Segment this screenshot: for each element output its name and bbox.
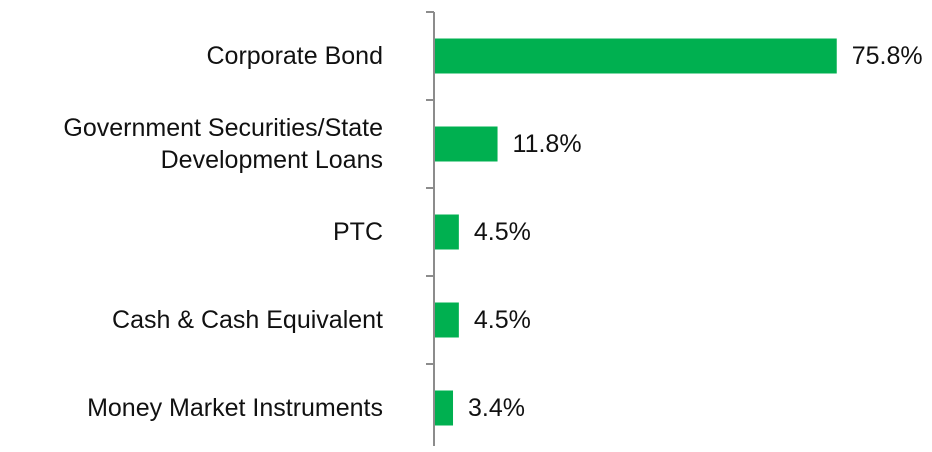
bar (435, 126, 498, 162)
category-label: Corporate Bond (206, 42, 383, 70)
bar (435, 390, 454, 426)
bar (435, 38, 837, 74)
category-label: Money Market Instruments (87, 394, 383, 422)
value-label: 4.5% (473, 218, 531, 246)
category-label: Cash & Cash Equivalent (112, 306, 383, 334)
category-label: PTC (333, 218, 383, 246)
value-label: 3.4% (468, 394, 525, 422)
value-label: 4.5% (473, 306, 531, 334)
bar (435, 302, 459, 338)
value-label: 11.8% (512, 130, 582, 158)
value-label: 75.8% (851, 42, 923, 70)
bar (435, 214, 459, 250)
category-label: Government Securities/State Development … (63, 114, 383, 174)
